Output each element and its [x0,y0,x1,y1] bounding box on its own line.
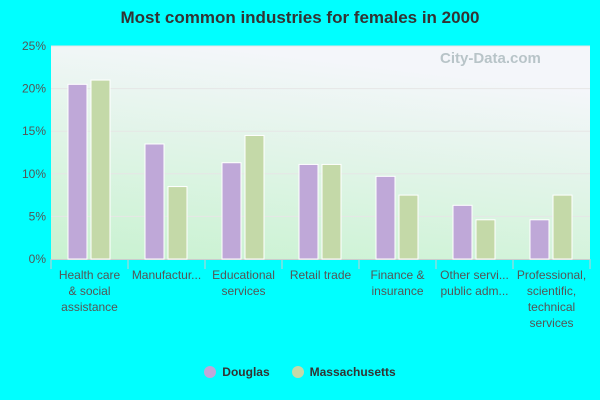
bar-douglas [375,175,396,260]
x-category-label: Health care [59,268,121,282]
x-category-label: insurance [371,284,423,298]
bar-massachusetts [398,194,419,260]
legend-label: Massachusetts [309,365,396,379]
x-category-label: Professional, [517,268,586,282]
bar-massachusetts [321,163,342,260]
bar-massachusetts [552,194,573,260]
legend-label: Douglas [222,365,270,379]
bar-douglas [67,83,88,260]
x-category-label: services [221,284,265,298]
x-category-label: Retail trade [290,268,352,282]
x-category-label: public adm... [440,284,508,298]
plot-area [51,46,590,259]
chart-title: Most common industries for females in 20… [120,8,480,27]
y-tick-label: 10% [22,167,46,181]
bar-douglas [298,163,319,260]
bar-massachusetts [90,79,111,260]
x-category-label: services [529,316,573,330]
x-category-label: Manufactur... [132,268,201,282]
bar-douglas [529,219,550,260]
x-category-label: Educational [212,268,275,282]
legend: Douglas Massachusetts [0,365,600,379]
legend-swatch [204,366,217,378]
x-category-label: Finance & [370,268,424,282]
x-category-label: assistance [61,300,118,314]
x-category-label: scientific, [527,284,576,298]
bar-douglas [144,143,165,260]
y-tick-label: 15% [22,124,46,138]
watermark: City-Data.com [440,50,541,67]
x-category-label: & social [68,284,110,298]
bar-massachusetts [475,219,496,260]
bar-massachusetts [244,134,265,260]
bar-massachusetts [167,186,188,260]
legend-swatch [291,366,304,378]
legend-item: Massachusetts [291,365,396,379]
y-tick-label: 20% [22,82,46,96]
bar-douglas [452,204,473,260]
x-category-label: Other servi... [440,268,509,282]
legend-item: Douglas [204,365,270,379]
bar-douglas [221,162,242,260]
y-tick-label: 0% [29,252,47,266]
y-tick-label: 25% [22,39,46,53]
y-tick-label: 5% [29,209,47,223]
x-category-label: technical [528,300,575,314]
